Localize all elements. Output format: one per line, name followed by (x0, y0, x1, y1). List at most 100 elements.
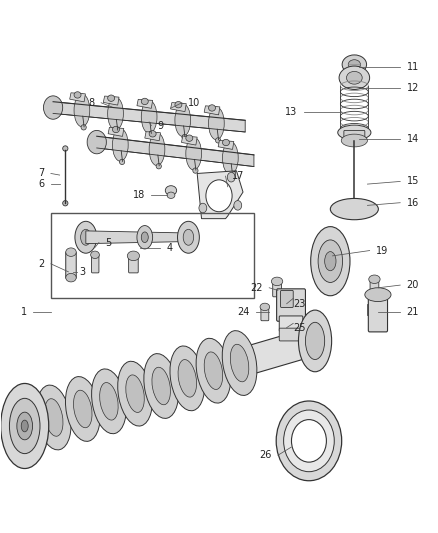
Circle shape (234, 200, 242, 210)
Ellipse shape (341, 134, 367, 147)
Polygon shape (170, 102, 186, 111)
Text: 6: 6 (38, 179, 44, 189)
FancyBboxPatch shape (368, 294, 388, 332)
FancyBboxPatch shape (273, 281, 282, 297)
Ellipse shape (113, 126, 120, 133)
Ellipse shape (167, 192, 175, 198)
Ellipse shape (338, 125, 371, 140)
FancyBboxPatch shape (344, 131, 365, 141)
Ellipse shape (330, 198, 378, 220)
Ellipse shape (272, 277, 283, 286)
Circle shape (227, 172, 235, 182)
Ellipse shape (193, 168, 198, 173)
Ellipse shape (100, 383, 118, 420)
Circle shape (206, 180, 232, 212)
Ellipse shape (108, 97, 124, 130)
Ellipse shape (298, 310, 332, 372)
Ellipse shape (223, 139, 230, 146)
Text: 9: 9 (158, 120, 164, 131)
Ellipse shape (21, 420, 28, 432)
Ellipse shape (346, 71, 362, 84)
Ellipse shape (43, 96, 63, 119)
Ellipse shape (115, 128, 120, 133)
Ellipse shape (74, 390, 92, 428)
Polygon shape (218, 140, 234, 149)
Ellipse shape (305, 322, 325, 360)
FancyBboxPatch shape (281, 290, 293, 308)
Ellipse shape (186, 137, 201, 170)
Text: 10: 10 (188, 98, 201, 108)
Text: 21: 21 (407, 306, 419, 317)
Ellipse shape (74, 92, 81, 98)
Polygon shape (367, 304, 371, 316)
Ellipse shape (74, 94, 90, 127)
Ellipse shape (36, 385, 71, 450)
Ellipse shape (284, 410, 334, 472)
Text: 14: 14 (407, 134, 419, 144)
Ellipse shape (127, 251, 140, 261)
Polygon shape (86, 231, 188, 244)
Ellipse shape (170, 346, 205, 411)
Ellipse shape (175, 104, 191, 136)
Polygon shape (70, 93, 85, 102)
Ellipse shape (120, 159, 125, 165)
Ellipse shape (230, 172, 235, 177)
Text: 13: 13 (285, 107, 297, 117)
Ellipse shape (45, 399, 63, 436)
Ellipse shape (260, 303, 270, 311)
Text: 2: 2 (38, 259, 44, 269)
Ellipse shape (92, 369, 126, 434)
Ellipse shape (165, 185, 177, 195)
FancyBboxPatch shape (279, 328, 303, 341)
Text: 15: 15 (407, 176, 419, 187)
Text: 3: 3 (79, 267, 85, 277)
Ellipse shape (369, 275, 380, 284)
Polygon shape (108, 127, 124, 136)
Ellipse shape (178, 360, 197, 397)
Polygon shape (204, 106, 220, 115)
Ellipse shape (10, 398, 40, 454)
Ellipse shape (148, 131, 153, 136)
Ellipse shape (118, 361, 152, 426)
FancyBboxPatch shape (92, 255, 99, 273)
Circle shape (199, 203, 207, 213)
Text: 18: 18 (133, 190, 145, 200)
Ellipse shape (177, 221, 199, 253)
Ellipse shape (175, 101, 182, 108)
Ellipse shape (141, 232, 148, 243)
FancyBboxPatch shape (279, 316, 303, 332)
Ellipse shape (204, 352, 223, 390)
Ellipse shape (141, 101, 157, 133)
FancyBboxPatch shape (261, 306, 269, 321)
FancyBboxPatch shape (129, 256, 138, 273)
Ellipse shape (81, 229, 91, 245)
Polygon shape (97, 136, 254, 166)
Ellipse shape (141, 98, 148, 104)
Polygon shape (53, 102, 245, 132)
Ellipse shape (65, 377, 100, 441)
Ellipse shape (1, 383, 49, 469)
Ellipse shape (156, 164, 161, 169)
Ellipse shape (137, 225, 152, 249)
Text: 19: 19 (376, 246, 389, 255)
Ellipse shape (208, 107, 224, 140)
Text: 16: 16 (407, 198, 419, 208)
Text: 1: 1 (21, 306, 27, 317)
Ellipse shape (81, 125, 86, 130)
Ellipse shape (311, 227, 350, 296)
Ellipse shape (108, 95, 115, 101)
Ellipse shape (186, 135, 193, 141)
Ellipse shape (208, 105, 215, 111)
Text: 7: 7 (38, 168, 44, 179)
Polygon shape (137, 99, 152, 108)
Ellipse shape (91, 251, 99, 259)
Ellipse shape (223, 142, 238, 174)
Text: 17: 17 (232, 171, 244, 181)
Polygon shape (197, 171, 243, 219)
Ellipse shape (365, 288, 391, 302)
Polygon shape (25, 326, 315, 441)
Text: 4: 4 (166, 243, 173, 253)
Polygon shape (181, 136, 197, 145)
Ellipse shape (318, 240, 343, 282)
Ellipse shape (152, 367, 170, 405)
